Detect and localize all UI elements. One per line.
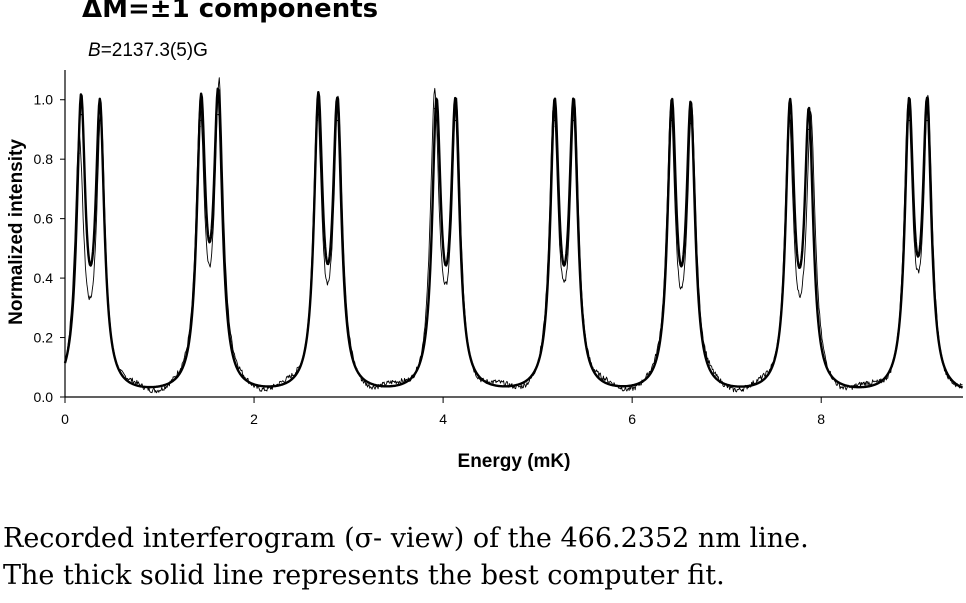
fit-peak-point	[99, 119, 101, 122]
fit-peak-point	[808, 128, 810, 131]
x-axis: 0 2 4 6 8	[61, 396, 963, 427]
fit-peak-point	[435, 119, 438, 122]
fit-peak-point	[217, 113, 219, 116]
x-tick-label: 2	[250, 411, 258, 427]
fit-peak-point	[572, 119, 575, 122]
chart-subtitle: B=2137.3(5)G	[88, 40, 208, 62]
fit-peak-point	[690, 122, 692, 125]
field-value: =2137.3(5)G	[100, 40, 208, 61]
y-tick-label: 0.0	[34, 389, 54, 405]
x-tick-label: 6	[628, 411, 636, 427]
y-tick-label: 0.4	[34, 270, 54, 286]
fit-peak-point	[336, 119, 338, 122]
fit-peak-point	[789, 119, 791, 122]
x-tick-label: 8	[817, 411, 825, 427]
y-tick-label: 0.8	[34, 151, 54, 167]
fit-peak-point	[200, 119, 202, 122]
x-tick-label: 4	[439, 411, 447, 427]
caption-line-2: The thick solid line represents the best…	[3, 560, 725, 591]
y-tick-label: 0.2	[34, 330, 54, 346]
fit-peak-point	[454, 119, 456, 122]
y-axis-label: Normalized intensity	[6, 139, 27, 325]
fit-peak-point	[926, 119, 928, 122]
chart-title: ΔM=±1 components	[82, 0, 379, 24]
fit-curve-line	[63, 87, 964, 389]
fit-peak-point	[80, 113, 82, 116]
x-axis-label: Energy (mK)	[458, 451, 571, 472]
x-tick-label: 0	[61, 411, 69, 427]
fit-peak-point	[317, 113, 319, 116]
fit-peak-point	[554, 119, 556, 122]
y-axis: 0.0 0.2 0.4 0.6 0.8 1.0	[34, 70, 66, 405]
chart-plot: 0.0 0.2 0.4 0.6 0.8 1.0 0 2 4 6 8 Energy (mK) Nor…	[6, 70, 964, 472]
y-tick-label: 0.6	[34, 211, 54, 227]
series-thick	[63, 87, 964, 389]
field-symbol: B	[88, 40, 101, 61]
fit-peak-point	[671, 119, 673, 122]
figure-caption: Recorded interferogram (σ- view) of the …	[3, 520, 809, 594]
caption-line-1: Recorded interferogram (σ- view) of the …	[3, 523, 809, 554]
y-tick-label: 1.0	[34, 92, 54, 108]
fit-peak-point	[908, 119, 910, 122]
